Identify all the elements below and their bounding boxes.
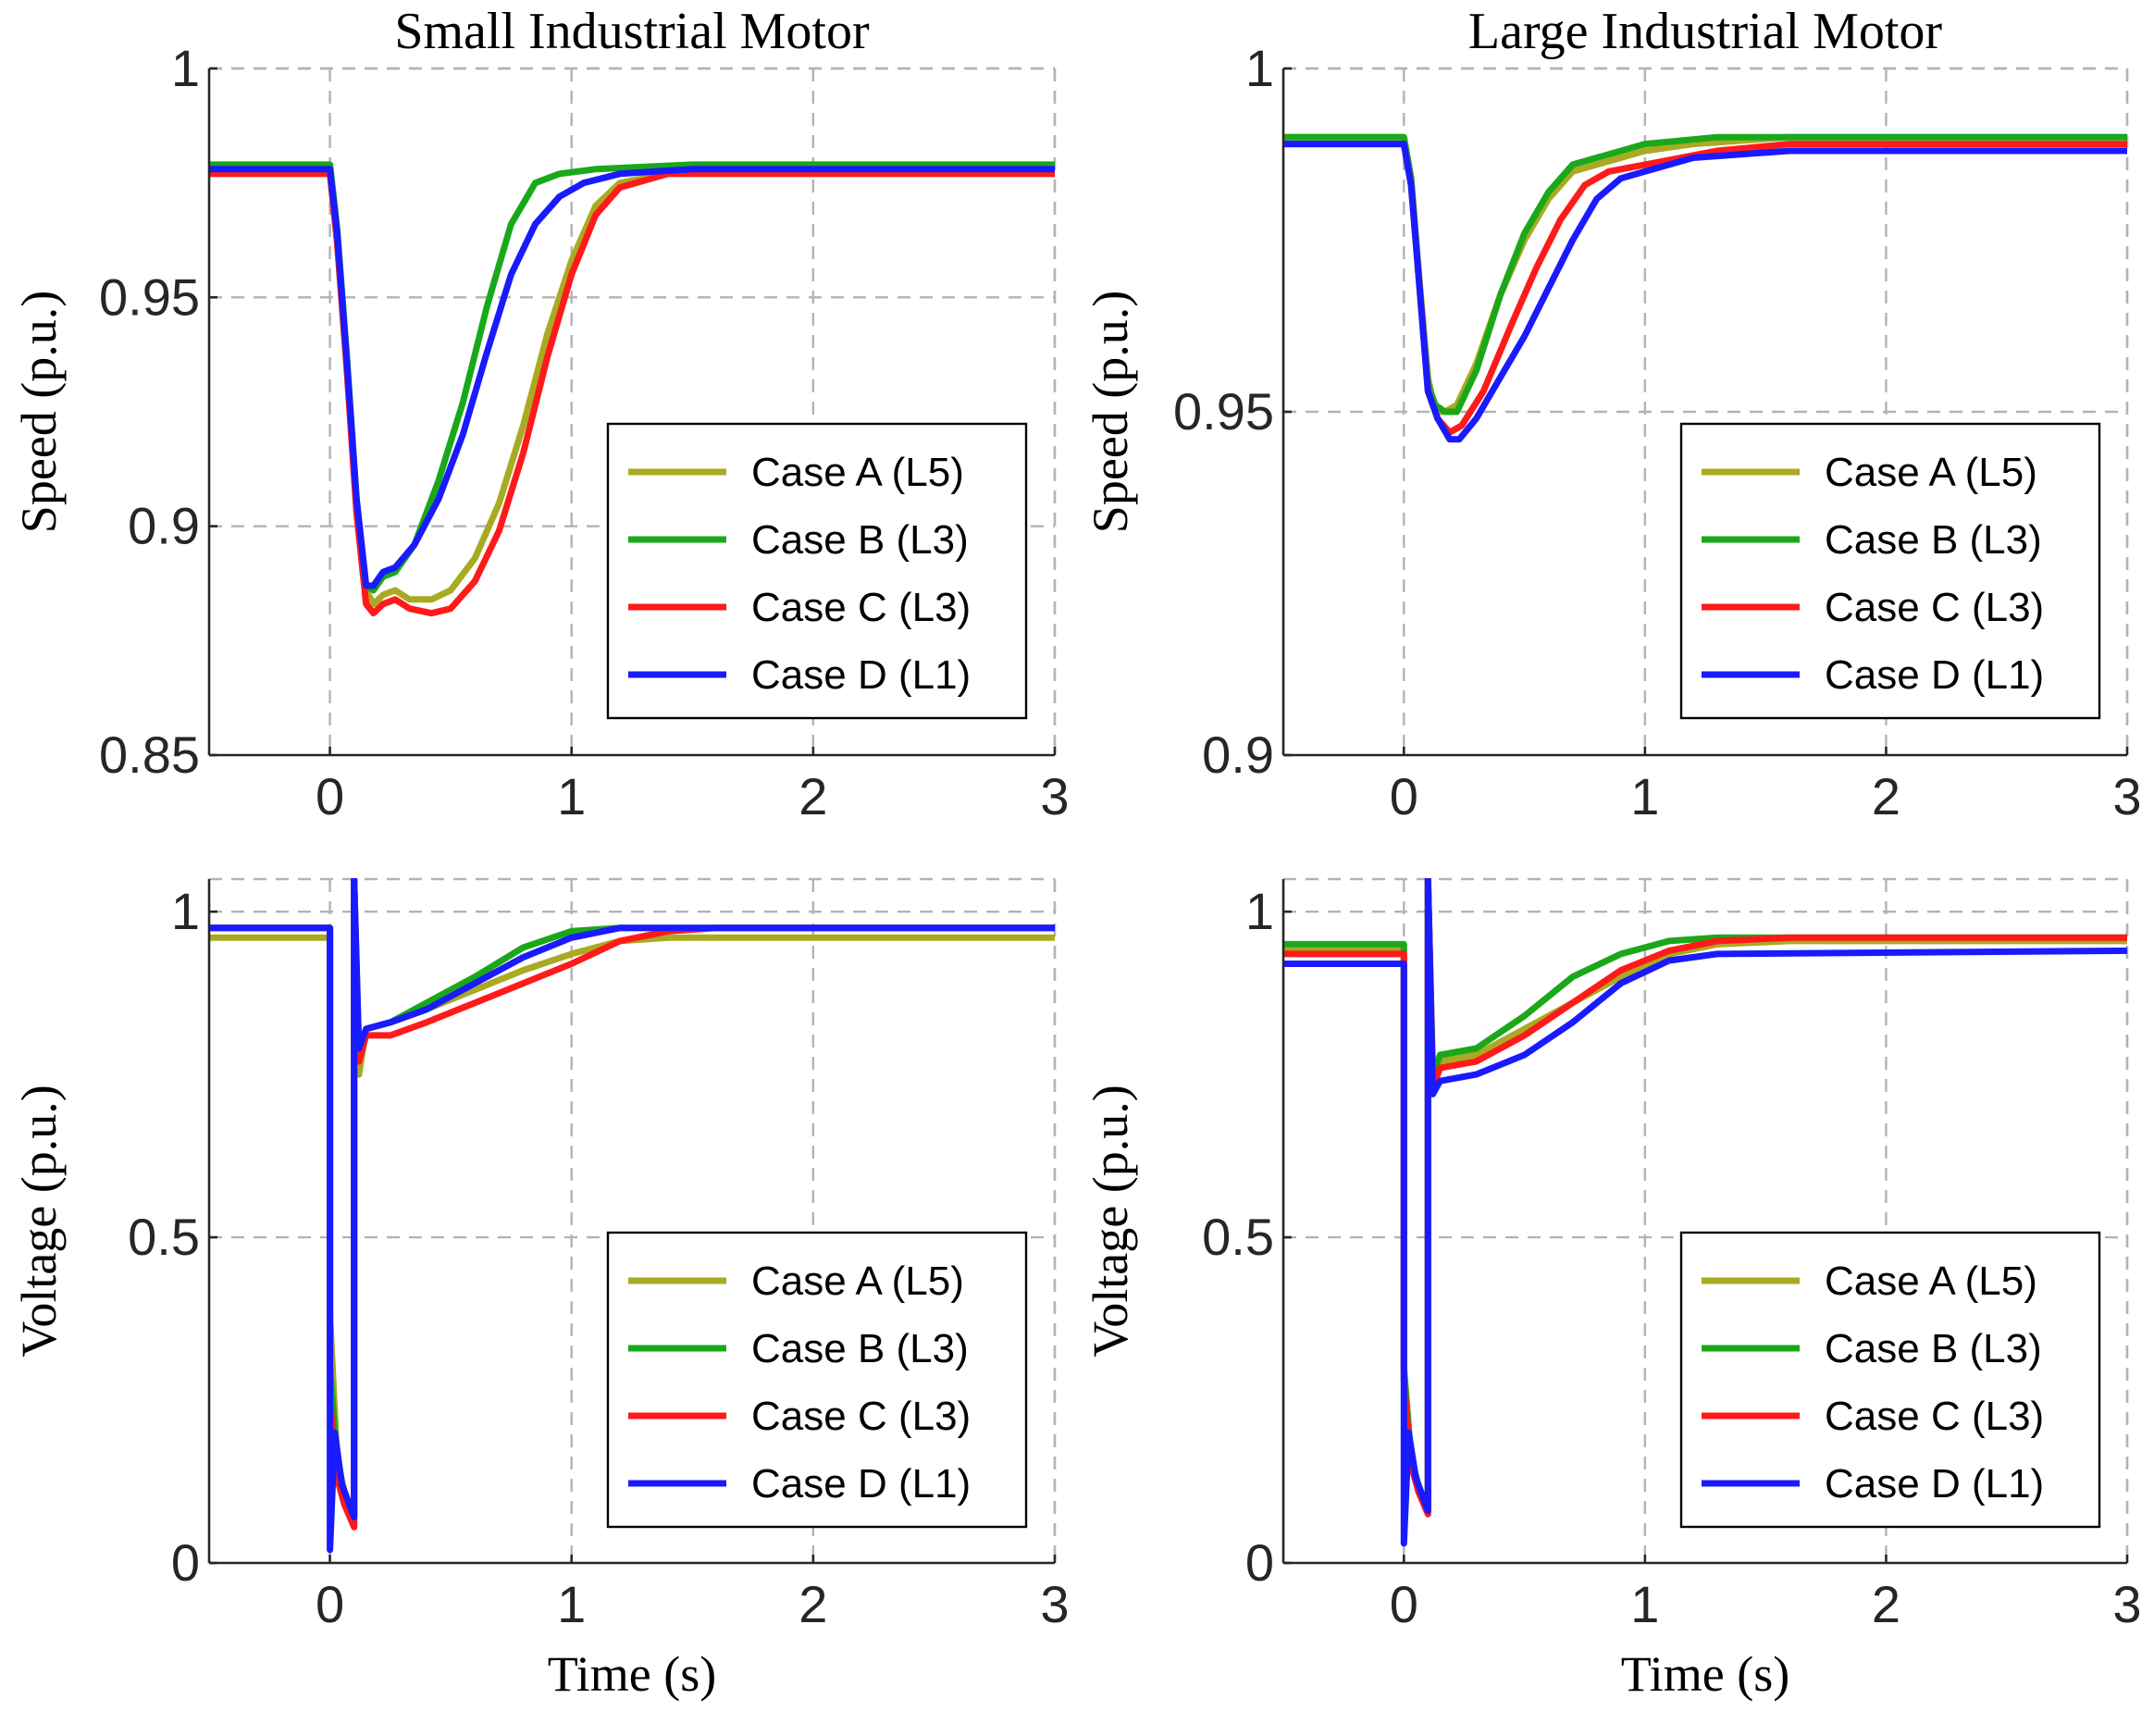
x-tick-label: 3 <box>2112 767 2141 825</box>
y-tick-label: 0.85 <box>99 725 200 784</box>
y-tick-label: 0 <box>1245 1533 1274 1592</box>
legend-label-3: Case C (L3) <box>1825 1394 2044 1439</box>
legend: Case A (L5) Case B (L3) Case C (L3) Case D … <box>606 1231 1028 1529</box>
series-group <box>209 161 1055 617</box>
x-tick-label: 2 <box>798 767 827 825</box>
series-group <box>1283 878 2127 1547</box>
x-tick-label: 3 <box>2112 1575 2141 1633</box>
y-tick-label: 0.95 <box>1173 382 1274 440</box>
y-tick-label: 1 <box>171 882 200 940</box>
x-tick-label: 1 <box>1630 767 1659 825</box>
y-tick-label: 0 <box>171 1533 200 1592</box>
legend-label-4: Case D (L1) <box>751 652 971 698</box>
x-tick-label: 2 <box>798 1575 827 1633</box>
legend-label-1: Case A (L5) <box>751 1259 964 1304</box>
x-tick-label: 3 <box>1040 1575 1069 1633</box>
legend-label-1: Case A (L5) <box>1825 1259 2037 1304</box>
series-group <box>209 878 1055 1554</box>
x-axis-label: Time (s) <box>1621 1646 1790 1702</box>
series-line-4 <box>209 878 1055 1554</box>
legend-label-1: Case A (L5) <box>1825 450 2037 495</box>
chart-panel-3: 0 1 2 3 0 0.5 1 Time (s) Voltage (p.u.) Case A (L… <box>11 877 1070 1702</box>
chart-panel-4: 0 1 2 3 0 0.5 1 Time (s) Voltage (p.u.) Case A (L… <box>1083 877 2142 1702</box>
legend: Case A (L5) Case B (L3) Case C (L3) Case D … <box>1679 1231 2101 1529</box>
y-tick-label: 0.5 <box>128 1208 200 1266</box>
series-line-4 <box>209 166 1055 589</box>
legend-label-2: Case B (L3) <box>1825 517 2042 563</box>
y-tick-label: 0.9 <box>128 497 200 555</box>
legend: Case A (L5) Case B (L3) Case C (L3) Case D … <box>1679 422 2101 720</box>
x-tick-label: 1 <box>557 1575 586 1633</box>
gridlines <box>1283 67 2129 755</box>
legend-label-3: Case C (L3) <box>751 1394 971 1439</box>
y-tick-label: 1 <box>1245 882 1274 940</box>
legend: Case A (L5) Case B (L3) Case C (L3) Case D … <box>606 422 1028 720</box>
legend-label-4: Case D (L1) <box>751 1461 971 1507</box>
x-tick-label: 2 <box>1872 1575 1900 1633</box>
series-group <box>1283 133 2127 443</box>
legend-label-3: Case C (L3) <box>1825 585 2044 630</box>
x-axis-label: Time (s) <box>548 1646 717 1702</box>
chart-title: Small Industrial Motor <box>394 3 870 60</box>
x-tick-label: 1 <box>1630 1575 1659 1633</box>
legend-label-1: Case A (L5) <box>751 450 964 495</box>
y-tick-label: 1 <box>171 39 200 97</box>
y-tick-label: 0.95 <box>99 267 200 326</box>
x-tick-label: 0 <box>316 1575 344 1633</box>
y-tick-label: 0.5 <box>1202 1208 1274 1266</box>
y-axis-label: Voltage (p.u.) <box>11 1085 67 1357</box>
y-axis-label: Speed (p.u.) <box>11 291 67 533</box>
x-tick-label: 0 <box>1390 767 1418 825</box>
legend-label-4: Case D (L1) <box>1825 652 2044 698</box>
y-tick-label: 0.9 <box>1202 725 1274 784</box>
legend-label-3: Case C (L3) <box>751 585 971 630</box>
x-tick-label: 0 <box>316 767 344 825</box>
series-line-4 <box>1283 878 2127 1547</box>
legend-label-2: Case B (L3) <box>1825 1326 2042 1371</box>
x-tick-label: 2 <box>1872 767 1900 825</box>
legend-label-2: Case B (L3) <box>751 1326 969 1371</box>
x-tick-label: 3 <box>1040 767 1069 825</box>
y-axis-label: Speed (p.u.) <box>1083 291 1138 533</box>
chart-panel-1: 0 1 2 3 0.85 0.9 0.95 1 Small Industrial Motor Sp… <box>11 3 1070 825</box>
x-tick-label: 0 <box>1390 1575 1418 1633</box>
y-axis-label: Voltage (p.u.) <box>1083 1085 1138 1357</box>
x-tick-label: 1 <box>557 767 586 825</box>
series-line-4 <box>1283 141 2127 443</box>
legend-label-2: Case B (L3) <box>751 517 969 563</box>
y-tick-label: 1 <box>1245 39 1274 97</box>
chart-panel-2: 0 1 2 3 0.9 0.95 1 Large Industrial Motor Speed … <box>1083 3 2142 825</box>
chart-title: Large Industrial Motor <box>1468 3 1943 60</box>
legend-label-4: Case D (L1) <box>1825 1461 2044 1507</box>
